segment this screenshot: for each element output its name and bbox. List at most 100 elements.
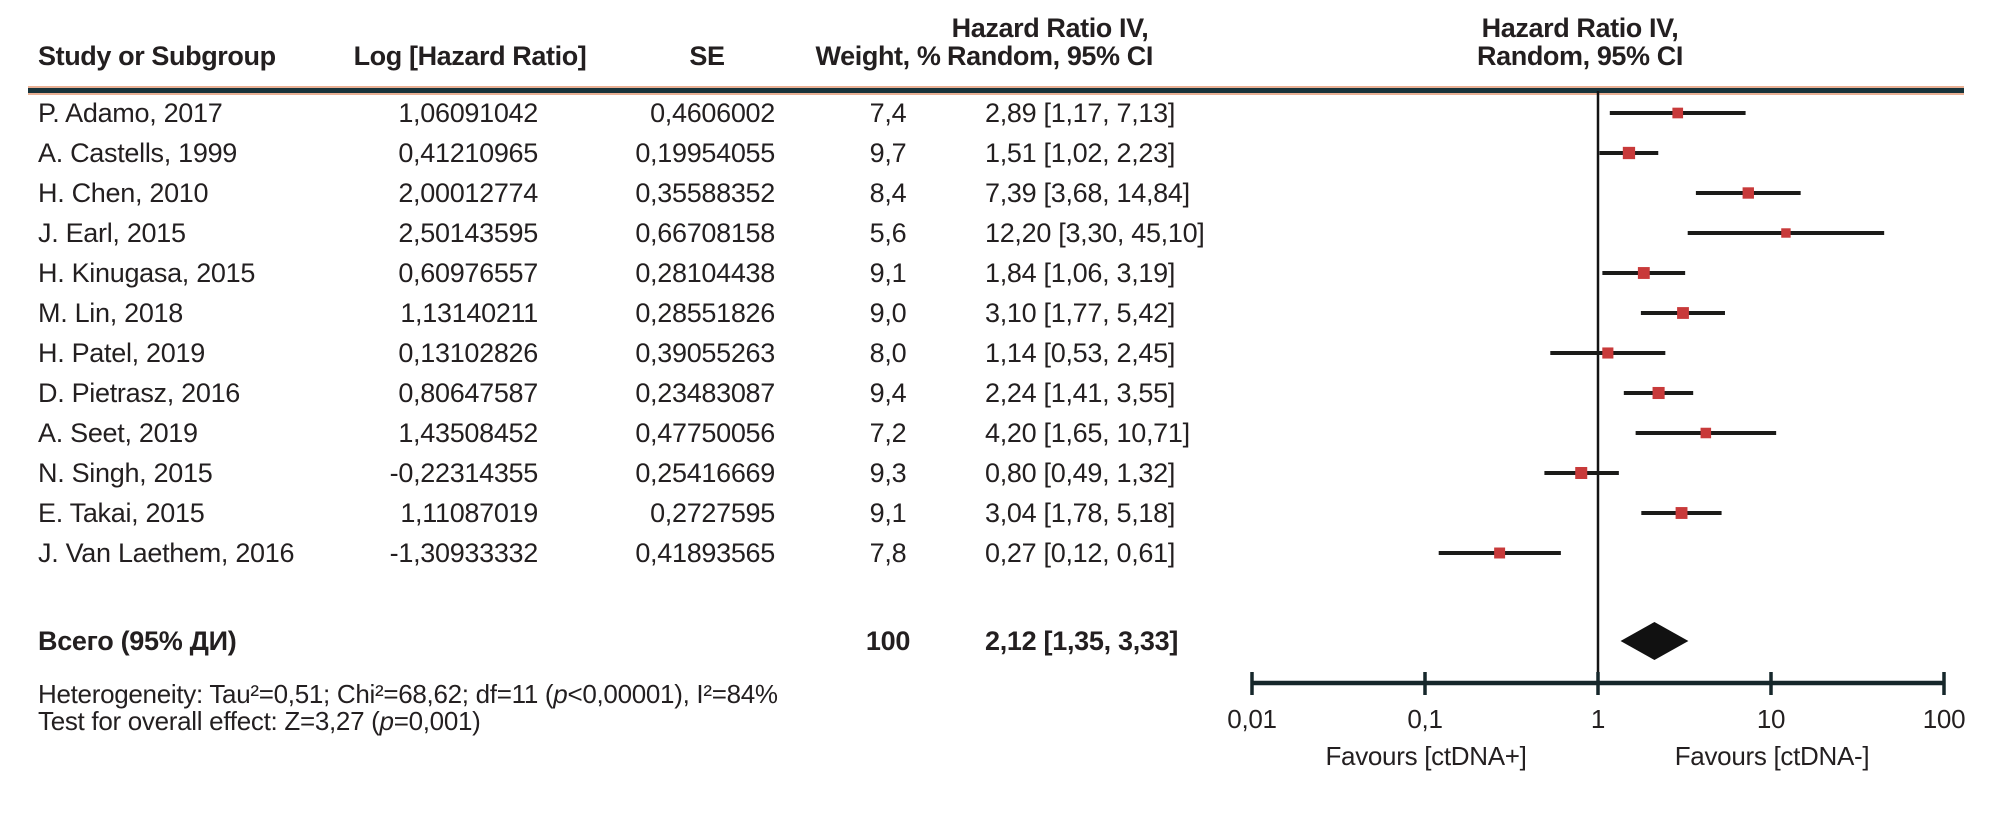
weight-value: 7,8 <box>869 538 907 568</box>
se-value: 0,39055263 <box>635 338 775 368</box>
overall-effect-note-p: p <box>379 706 394 736</box>
log-hr-value: 1,06091042 <box>398 98 538 128</box>
overall-effect-note-part2: =0,001) <box>393 706 481 736</box>
ci-text: 7,39 [3,68, 14,84] <box>985 178 1190 208</box>
weight-value: 9,4 <box>869 378 907 408</box>
axis-tick-label: 10 <box>1757 704 1785 734</box>
col-header-plot-line1: Hazard Ratio IV, <box>1481 13 1679 43</box>
table-row: A. Seet, 2019 1,43508452 0,47750056 7,2 4,20… <box>0 413 1994 453</box>
se-value: 0,41893565 <box>635 538 775 568</box>
study-name: M. Lin, 2018 <box>38 298 183 328</box>
weight-value: 7,2 <box>869 418 907 448</box>
se-value: 0,28104438 <box>635 258 775 288</box>
weight-value: 7,4 <box>869 98 907 128</box>
se-value: 0,2727595 <box>650 498 775 528</box>
study-name: E. Takai, 2015 <box>38 498 205 528</box>
total-row: Всего (95% ДИ) 100 2,12 [1,35, 3,33] <box>0 621 1994 661</box>
total-ci-text: 2,12 [1,35, 3,33] <box>985 626 1179 656</box>
log-hr-value: 1,13140211 <box>400 298 538 328</box>
ci-text: 3,10 [1,77, 5,42] <box>985 298 1176 328</box>
log-hr-value: -0,22314355 <box>389 458 539 488</box>
col-header-log-hr: Log [Hazard Ratio] <box>353 41 587 71</box>
log-hr-value: 0,60976557 <box>398 258 538 288</box>
col-header-plot-line2: Random, 95% CI <box>1477 41 1683 71</box>
se-value: 0,47750056 <box>635 418 775 448</box>
col-header-ci-text-line1: Hazard Ratio IV, <box>951 13 1149 43</box>
log-hr-value: -1,30933332 <box>389 538 539 568</box>
study-name: A. Castells, 1999 <box>38 138 238 168</box>
log-hr-value: 1,43508452 <box>398 418 538 448</box>
overall-effect-note-part1: Test for overall effect: Z=3,27 ( <box>38 706 380 736</box>
table-row: P. Adamo, 2017 1,06091042 0,4606002 7,4 2,89… <box>0 93 1994 133</box>
weight-value: 9,1 <box>869 498 907 528</box>
se-value: 0,35588352 <box>635 178 775 208</box>
table-row: M. Lin, 2018 1,13140211 0,28551826 9,0 3,10 … <box>0 293 1994 333</box>
weight-value: 9,3 <box>869 458 907 488</box>
weight-value: 9,0 <box>869 298 907 328</box>
axis-tick-label: 100 <box>1923 704 1965 734</box>
weight-value: 8,0 <box>869 338 907 368</box>
heterogeneity-note: Heterogeneity: Tau²=0,51; Chi²=68,62; df… <box>38 681 778 708</box>
weight-value: 9,7 <box>869 138 907 168</box>
study-name: H. Patel, 2019 <box>38 338 205 368</box>
overall-effect-note: Test for overall effect: Z=3,27 (p=0,001… <box>38 708 481 735</box>
table-row: J. Earl, 2015 2,50143595 0,66708158 5,6 12,2… <box>0 213 1994 253</box>
ci-text: 1,84 [1,06, 3,19] <box>985 258 1176 288</box>
table-row: H. Patel, 2019 0,13102826 0,39055263 8,0 1,1… <box>0 333 1994 373</box>
log-hr-value: 0,13102826 <box>398 338 538 368</box>
ci-text: 2,89 [1,17, 7,13] <box>985 98 1176 128</box>
se-value: 0,25416669 <box>635 458 775 488</box>
total-weight: 100 <box>865 626 911 656</box>
heterogeneity-note-p: p <box>553 679 568 709</box>
heterogeneity-note-part1: Heterogeneity: Tau²=0,51; Chi²=68,62; df… <box>38 679 554 709</box>
ci-text: 1,51 [1,02, 2,23] <box>985 138 1176 168</box>
header-separator <box>28 86 1964 95</box>
axis-tick-label: 0,01 <box>1227 704 1276 734</box>
axis-tick-label: 1 <box>1591 704 1605 734</box>
study-name: D. Pietrasz, 2016 <box>38 378 241 408</box>
col-header-study: Study or Subgroup <box>38 41 276 71</box>
table-row: H. Kinugasa, 2015 0,60976557 0,28104438 9,1… <box>0 253 1994 293</box>
study-name: N. Singh, 2015 <box>38 458 213 488</box>
favours-right-label: Favours [ctDNA-] <box>1674 741 1870 771</box>
total-label: Всего (95% ДИ) <box>38 626 237 656</box>
log-hr-value: 1,11087019 <box>400 498 538 528</box>
study-name: A. Seet, 2019 <box>38 418 198 448</box>
col-header-ci-text-line2: Random, 95% CI <box>947 41 1153 71</box>
ci-text: 0,80 [0,49, 1,32] <box>985 458 1176 488</box>
se-value: 0,19954055 <box>635 138 775 168</box>
ci-text: 2,24 [1,41, 3,55] <box>985 378 1176 408</box>
axis-tick-label: 0,1 <box>1407 704 1442 734</box>
log-hr-value: 2,00012774 <box>398 178 538 208</box>
favours-left-label: Favours [ctDNA+] <box>1325 741 1527 771</box>
log-hr-value: 0,41210965 <box>398 138 538 168</box>
ci-text: 12,20 [3,30, 45,10] <box>985 218 1205 248</box>
study-name: J. Earl, 2015 <box>38 218 186 248</box>
study-name: J. Van Laethem, 2016 <box>38 538 295 568</box>
table-row: J. Van Laethem, 2016 -1,30933332 0,4189356… <box>0 533 1994 573</box>
study-name: P. Adamo, 2017 <box>38 98 223 128</box>
col-header-se: SE <box>689 41 725 71</box>
ci-text: 1,14 [0,53, 2,45] <box>985 338 1176 368</box>
table-row: E. Takai, 2015 1,11087019 0,2727595 9,1 3,04… <box>0 493 1994 533</box>
se-value: 0,66708158 <box>635 218 775 248</box>
weight-value: 5,6 <box>869 218 907 248</box>
study-name: H. Kinugasa, 2015 <box>38 258 256 288</box>
ci-text: 3,04 [1,78, 5,18] <box>985 498 1176 528</box>
table-row: D. Pietrasz, 2016 0,80647587 0,23483087 9,4… <box>0 373 1994 413</box>
col-header-ci-text: Hazard Ratio IV, Random, 95% CI <box>930 14 1170 70</box>
log-hr-value: 0,80647587 <box>398 378 538 408</box>
weight-value: 9,1 <box>869 258 907 288</box>
col-header-plot: Hazard Ratio IV, Random, 95% CI <box>1430 14 1730 70</box>
table-row: A. Castells, 1999 0,41210965 0,19954055 9,7… <box>0 133 1994 173</box>
col-header-weight: Weight, % <box>815 41 941 71</box>
table-row: H. Chen, 2010 2,00012774 0,35588352 8,4 7,39… <box>0 173 1994 213</box>
study-name: H. Chen, 2010 <box>38 178 209 208</box>
se-value: 0,23483087 <box>635 378 775 408</box>
heterogeneity-note-part2: <0,00001), I²=84% <box>567 679 778 709</box>
weight-value: 8,4 <box>869 178 907 208</box>
se-value: 0,28551826 <box>635 298 775 328</box>
table-row: N. Singh, 2015 -0,22314355 0,25416669 9,3 0,… <box>0 453 1994 493</box>
ci-text: 0,27 [0,12, 0,61] <box>985 538 1176 568</box>
